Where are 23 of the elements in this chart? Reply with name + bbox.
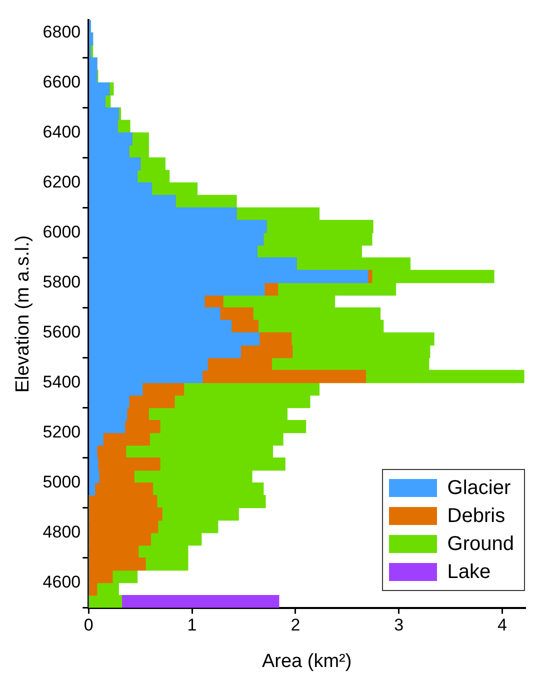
y-tick-label: 5000 xyxy=(42,472,81,492)
y-tick-label: 4800 xyxy=(42,522,81,542)
y-tick-label: 5200 xyxy=(42,422,81,442)
x-tick-label: 4 xyxy=(498,616,507,635)
legend-label: Glacier xyxy=(447,476,511,500)
legend-label: Lake xyxy=(447,560,491,584)
y-tick-label: 5600 xyxy=(42,322,81,342)
legend-label: Ground xyxy=(447,532,514,556)
legend-label: Debris xyxy=(447,504,506,528)
x-tick-label: 1 xyxy=(187,616,197,635)
y-axis-title: Elevation (m a.s.l.) xyxy=(12,235,34,393)
y-tick-label: 5400 xyxy=(42,372,81,392)
y-tick-label: 4600 xyxy=(42,572,81,592)
y-tick-label: 6200 xyxy=(42,172,81,192)
y-tick-label: 6800 xyxy=(42,22,81,42)
y-tick-label: 5800 xyxy=(42,272,81,292)
y-tick-label: 6600 xyxy=(42,72,81,92)
x-tick-label: 2 xyxy=(290,616,300,635)
x-axis-title: Area (km²) xyxy=(262,650,352,672)
y-tick-label: 6400 xyxy=(42,122,81,142)
y-tick-label: 6000 xyxy=(42,222,81,242)
x-tick-label: 0 xyxy=(84,616,94,635)
x-tick-label: 3 xyxy=(394,616,404,635)
